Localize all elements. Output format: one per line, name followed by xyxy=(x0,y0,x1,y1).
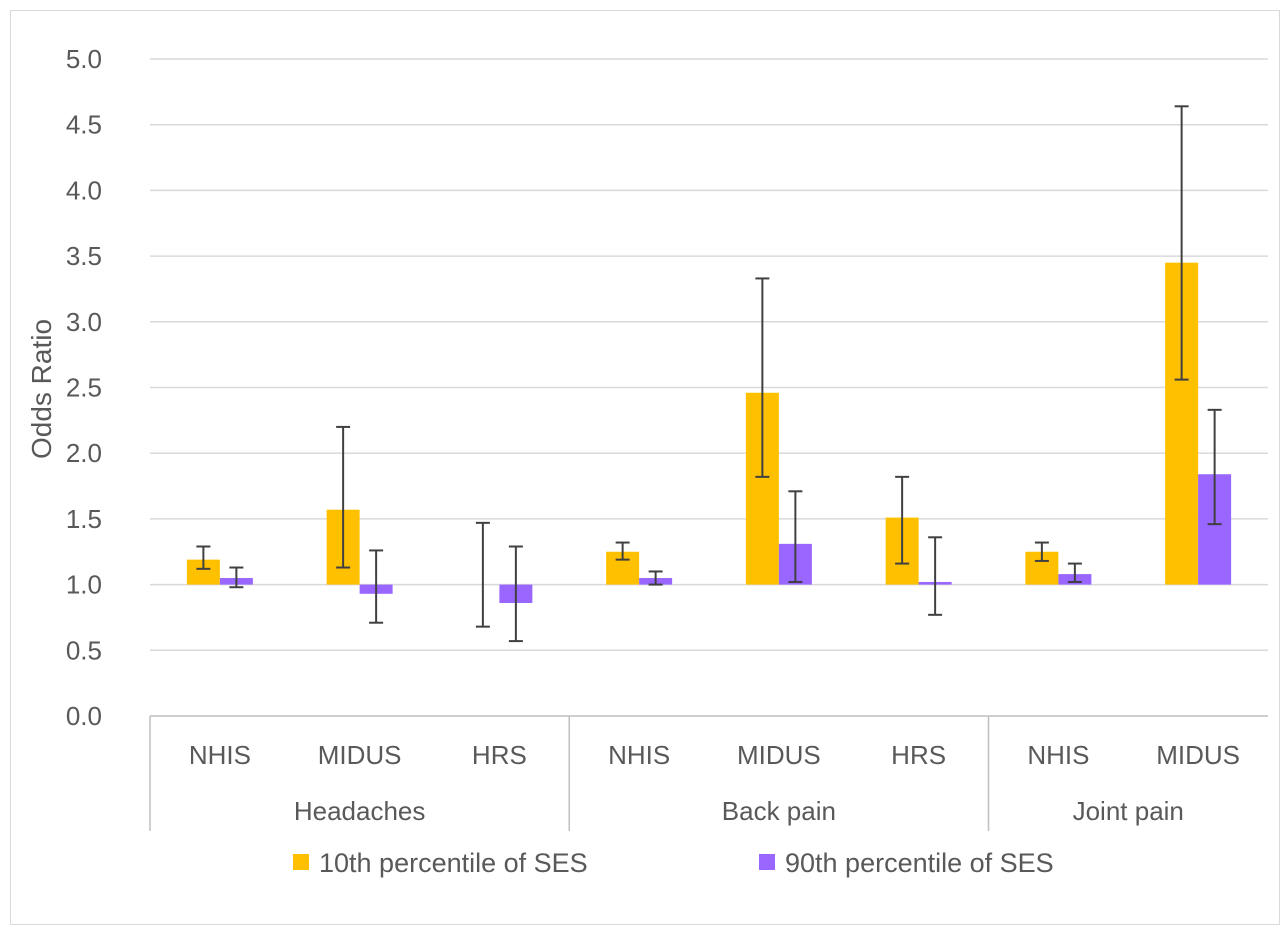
y-tick-label: 2.0 xyxy=(66,438,102,468)
y-tick-label: 4.0 xyxy=(66,175,102,205)
y-tick-label: 3.0 xyxy=(66,307,102,337)
chart-frame: 0.0 0.5 1.0 1.5 2.0 2.5 3.0 3.5 4.0 4.5 5.0 NHIS MID… xyxy=(10,10,1280,925)
x-category-label: NHIS xyxy=(1027,740,1089,770)
chart-svg: 0.0 0.5 1.0 1.5 2.0 2.5 3.0 3.5 4.0 4.5 5.0 NHIS MID… xyxy=(11,11,1281,926)
legend: 10th percentile of SES 90th percentile of… xyxy=(293,848,1054,878)
x-category-label: MIDUS xyxy=(318,740,402,770)
x-category-label: HRS xyxy=(472,740,527,770)
y-tick-label: 3.5 xyxy=(66,241,102,271)
y-tick-label: 4.5 xyxy=(66,110,102,140)
y-tick-label: 2.5 xyxy=(66,373,102,403)
y-tick-label: 1.0 xyxy=(66,570,102,600)
x-category-label: HRS xyxy=(891,740,946,770)
y-tick-label: 1.5 xyxy=(66,504,102,534)
y-tick-label: 0.0 xyxy=(66,701,102,731)
legend-swatch xyxy=(759,854,775,870)
gridlines xyxy=(150,59,1268,650)
y-axis-label: Odds Ratio xyxy=(26,319,57,459)
axes: 0.0 0.5 1.0 1.5 2.0 2.5 3.0 3.5 4.0 4.5 5.0 NHIS MID… xyxy=(66,44,1268,831)
legend-entry: 90th percentile of SES xyxy=(785,848,1054,878)
x-group-label: Headaches xyxy=(294,796,426,826)
x-group-label: Joint pain xyxy=(1073,796,1184,826)
y-tick-label: 0.5 xyxy=(66,635,102,665)
x-category-label: MIDUS xyxy=(1156,740,1240,770)
legend-entry: 10th percentile of SES xyxy=(319,848,588,878)
x-category-label: MIDUS xyxy=(737,740,821,770)
x-category-label: NHIS xyxy=(189,740,251,770)
y-tick-label: 5.0 xyxy=(66,44,102,74)
legend-swatch xyxy=(293,854,309,870)
x-group-label: Back pain xyxy=(722,796,836,826)
x-category-label: NHIS xyxy=(608,740,670,770)
